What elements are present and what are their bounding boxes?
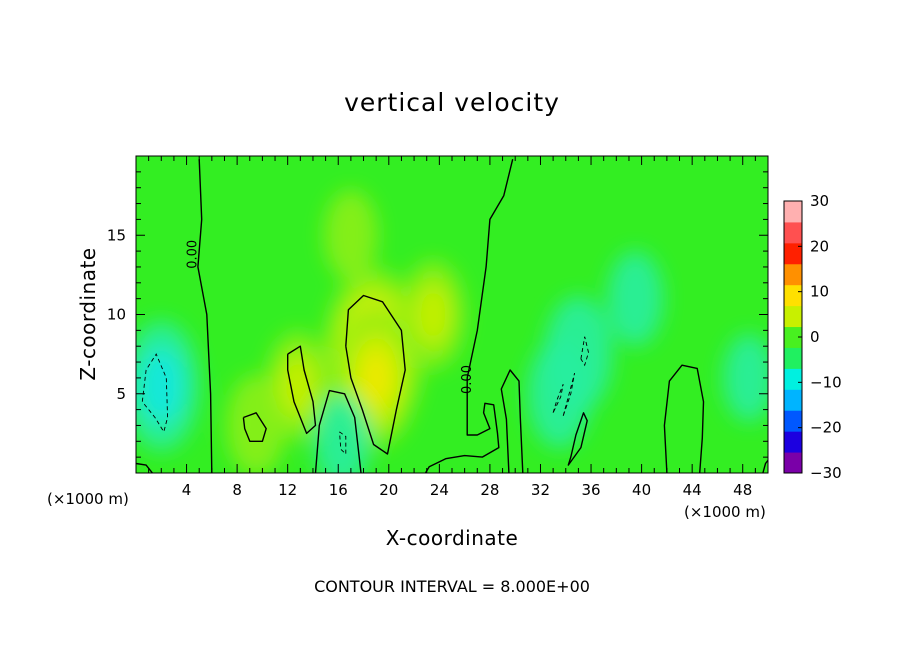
zero-contour <box>762 459 768 473</box>
x-axis-label: X-coordinate <box>385 526 519 550</box>
zero-contour <box>345 294 406 455</box>
y-tick-label: 15 <box>107 226 126 244</box>
zero-contour <box>663 364 705 473</box>
zero-contour <box>197 159 213 473</box>
negative-contour <box>141 353 169 433</box>
x-tick-label: 48 <box>733 481 752 499</box>
negative-contour <box>562 372 576 417</box>
negative-contour <box>552 384 564 413</box>
x-tick-label: 44 <box>683 481 702 499</box>
colorbar-band <box>784 452 802 474</box>
colorbar-tick-label: −20 <box>810 419 842 437</box>
zero-contour <box>314 389 362 473</box>
colorbar-tick-label: −10 <box>810 373 842 391</box>
contour-label: 0.00 <box>186 240 201 269</box>
x-tick-label: 8 <box>232 481 242 499</box>
colorbar-band <box>784 201 802 223</box>
contour-interval-note: CONTOUR INTERVAL = 8.000E+00 <box>314 577 590 596</box>
field-blob-updraft <box>359 349 393 407</box>
zero-contour <box>424 159 514 473</box>
x-unit-left: (×1000 m) <box>47 490 129 508</box>
x-tick-label: 4 <box>182 481 192 499</box>
contour-layer: 0.00 0.00 <box>136 159 768 473</box>
colorbar-tick-label: 30 <box>810 192 829 210</box>
negative-contour <box>339 431 347 456</box>
colorbar-band <box>784 221 802 244</box>
field-blob-updraft <box>226 374 287 473</box>
colorbar-band <box>784 263 802 286</box>
zero-contour <box>242 412 267 442</box>
colorbar: 30 20 10 0 −10 −20 −30 <box>783 192 842 482</box>
colorbar-band <box>784 431 802 453</box>
x-tick-label: 12 <box>278 481 297 499</box>
x-tick-label: 36 <box>581 481 600 499</box>
colorbar-band <box>784 410 802 432</box>
field-features <box>136 189 768 473</box>
colorbar-tick-label: −30 <box>810 464 842 482</box>
zero-contour <box>287 345 317 435</box>
x-tick-label: 24 <box>430 481 449 499</box>
zero-contour <box>567 412 588 466</box>
colorbar-tick-label: 0 <box>810 328 820 346</box>
field-blob-downdraft <box>607 251 664 347</box>
y-axis-label: Z-coordinate <box>76 247 100 381</box>
colorbar-band <box>784 284 802 307</box>
colorbar-tick-label: 20 <box>810 237 829 255</box>
x-tick-label: 28 <box>480 481 499 499</box>
y-tick-label: 5 <box>116 385 126 403</box>
zero-contour <box>500 369 524 473</box>
field-blob-downdraft <box>139 347 184 424</box>
colorbar-band <box>784 347 802 369</box>
zero-contour <box>136 462 153 473</box>
chart-title: vertical velocity <box>344 88 560 117</box>
x-unit-right: (×1000 m) <box>684 503 766 521</box>
field-blob-updraft <box>324 189 378 281</box>
colorbar-band <box>784 242 802 265</box>
field-blob-updraft <box>279 354 317 418</box>
contour-label: 0.00 <box>460 365 475 394</box>
x-tick-label: 16 <box>329 481 348 499</box>
y-tick-label: 10 <box>107 306 126 324</box>
colorbar-band <box>784 389 802 411</box>
field-layer <box>136 156 768 473</box>
colorbar-band <box>784 326 802 348</box>
colorbar-band <box>784 305 802 328</box>
x-tick-label: 40 <box>632 481 651 499</box>
field-blob-downdraft <box>527 339 592 449</box>
field-blob-downdraft <box>723 333 768 422</box>
x-tick-label: 20 <box>379 481 398 499</box>
negative-contour <box>580 336 589 367</box>
field-blob-updraft <box>414 282 452 347</box>
colorbar-tick-label: 10 <box>810 283 829 301</box>
x-tick-label: 32 <box>531 481 550 499</box>
colorbar-band <box>784 368 802 390</box>
